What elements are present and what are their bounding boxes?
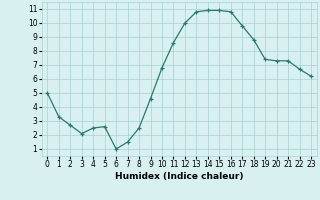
X-axis label: Humidex (Indice chaleur): Humidex (Indice chaleur)	[115, 172, 244, 181]
